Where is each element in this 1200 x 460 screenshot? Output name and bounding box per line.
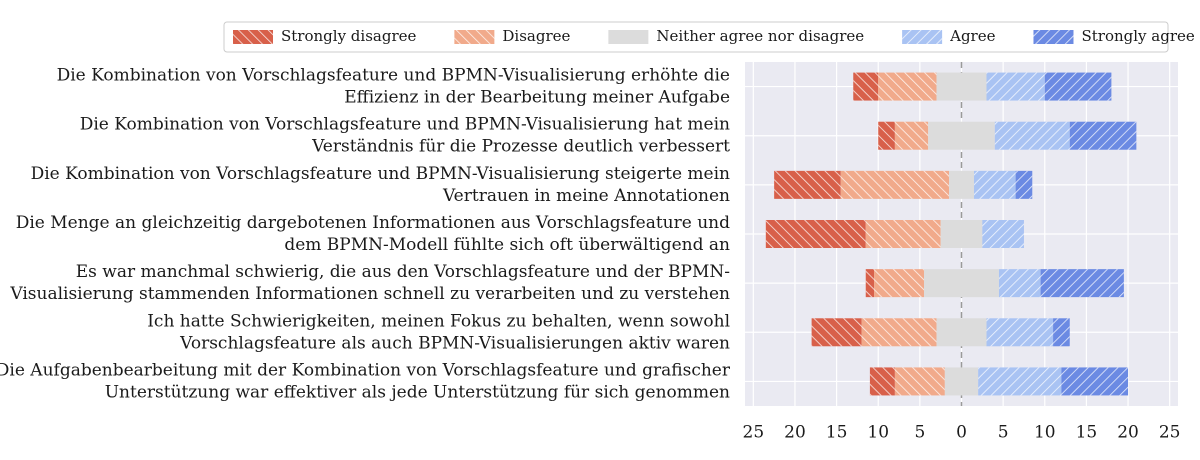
question-label-line: Die Kombination von Vorschlagsfeature un… <box>80 114 730 134</box>
bar-hatch <box>840 170 950 199</box>
question-label-line: Unterstützung war effektiver als jede Un… <box>105 382 730 402</box>
legend-frame <box>223 21 1169 53</box>
bar-neither-agree-nor-disagree <box>944 367 979 396</box>
x-tick-label: 15 <box>826 423 848 443</box>
question-label: Die Kombination von Vorschlagsfeature un… <box>80 114 730 156</box>
x-tick-label: 10 <box>1034 423 1056 443</box>
bar-hatch <box>1044 72 1112 101</box>
x-tick-label: 5 <box>914 423 925 443</box>
legend-label-disagree: Disagree <box>502 27 570 45</box>
legend-swatch-hatch <box>454 30 495 44</box>
bar-hatch <box>865 220 941 248</box>
question-label-line: Es war manchmal schwierig, die aus den V… <box>76 262 730 282</box>
question-label-line: Verständnis für die Prozesse deutlich ve… <box>311 136 730 156</box>
question-label: Die Menge an gleichzeitig dargebotenen I… <box>16 213 730 255</box>
legend-label-neither-agree-nor-disagree: Neither agree nor disagree <box>656 27 864 45</box>
question-label-line: Ich hatte Schwierigkeiten, meinen Fokus … <box>147 311 730 331</box>
bar-hatch <box>765 220 866 248</box>
question-labels: Die Kombination von Vorschlagsfeature un… <box>0 65 731 402</box>
legend-swatch-hatch <box>1033 30 1074 44</box>
bar-neither-agree-nor-disagree <box>928 121 995 150</box>
bar-hatch <box>861 318 937 347</box>
bar-hatch <box>1053 318 1070 347</box>
bars <box>765 72 1137 396</box>
legend-swatch-hatch <box>233 30 273 44</box>
bar-hatch <box>853 72 879 101</box>
x-tick-label: 5 <box>998 423 1009 443</box>
bar-neither-agree-nor-disagree <box>949 170 974 199</box>
bar-hatch <box>894 367 945 396</box>
bar-hatch <box>1015 170 1033 199</box>
x-tick-label: 25 <box>1159 423 1181 443</box>
question-label-line: Die Aufgabenbearbeitung mit der Kombinat… <box>0 360 731 380</box>
legend-swatch-neither-agree-nor-disagree <box>608 30 649 44</box>
bar-hatch <box>865 269 875 298</box>
question-label-line: Effizienz in der Bearbeitung meiner Aufg… <box>344 87 730 107</box>
question-label-line: Vorschlagsfeature als auch BPMN-Visualis… <box>179 333 730 353</box>
bar-hatch <box>894 121 929 150</box>
bar-hatch <box>998 269 1041 298</box>
x-axis-ticks: 25 20 15 10 5 0 5 10 15 20 25 <box>743 423 1181 443</box>
bar-hatch <box>869 367 895 396</box>
bar-hatch <box>774 170 841 199</box>
bar-neither-agree-nor-disagree <box>936 72 987 101</box>
question-label: Die Aufgabenbearbeitung mit der Kombinat… <box>0 360 731 402</box>
bar-hatch <box>874 269 925 298</box>
bar-hatch <box>878 121 895 150</box>
legend-swatch-hatch <box>902 30 943 44</box>
bar-hatch <box>973 170 1016 199</box>
bar-hatch <box>1069 121 1137 150</box>
bar-neither-agree-nor-disagree <box>940 220 983 248</box>
bar-hatch <box>878 72 937 101</box>
x-tick-label: 20 <box>1117 423 1139 443</box>
legend-label-strongly-disagree: Strongly disagree <box>281 27 416 45</box>
legend: Strongly disagree Disagree Neither agree n… <box>223 21 1195 53</box>
x-tick-label: 15 <box>1076 423 1098 443</box>
bar-hatch <box>1040 269 1124 298</box>
bar-neither-agree-nor-disagree <box>924 269 999 298</box>
x-tick-label: 10 <box>867 423 889 443</box>
question-label-line: dem BPMN-Modell fühlte sich oft überwält… <box>284 235 730 255</box>
legend-label-strongly-agree: Strongly agree <box>1081 27 1194 45</box>
legend-label-agree: Agree <box>949 27 995 45</box>
question-label-line: Die Kombination von Vorschlagsfeature un… <box>31 163 730 183</box>
bar-hatch <box>986 72 1045 101</box>
bar-hatch <box>1061 367 1129 396</box>
bar-hatch <box>994 121 1070 150</box>
question-label: Ich hatte Schwierigkeiten, meinen Fokus … <box>147 311 730 353</box>
bar-neither-agree-nor-disagree <box>936 318 987 347</box>
question-label-line: Die Menge an gleichzeitig dargebotenen I… <box>16 213 730 233</box>
x-tick-label: 0 <box>956 423 967 443</box>
x-tick-label: 25 <box>743 423 765 443</box>
question-label-line: Visualisierung stammenden Informationen … <box>9 284 730 304</box>
x-tick-label: 20 <box>784 423 806 443</box>
question-label-line: Die Kombination von Vorschlagsfeature un… <box>57 65 730 85</box>
bar-hatch <box>978 367 1062 396</box>
bar-hatch <box>811 318 862 347</box>
bar-hatch <box>982 220 1024 248</box>
bar-hatch <box>986 318 1054 347</box>
question-label: Die Kombination von Vorschlagsfeature un… <box>57 65 730 107</box>
question-label: Es war manchmal schwierig, die aus den V… <box>9 262 730 304</box>
question-label: Die Kombination von Vorschlagsfeature un… <box>31 163 730 205</box>
question-label-line: Vertrauen in meine Annotationen <box>442 185 730 205</box>
